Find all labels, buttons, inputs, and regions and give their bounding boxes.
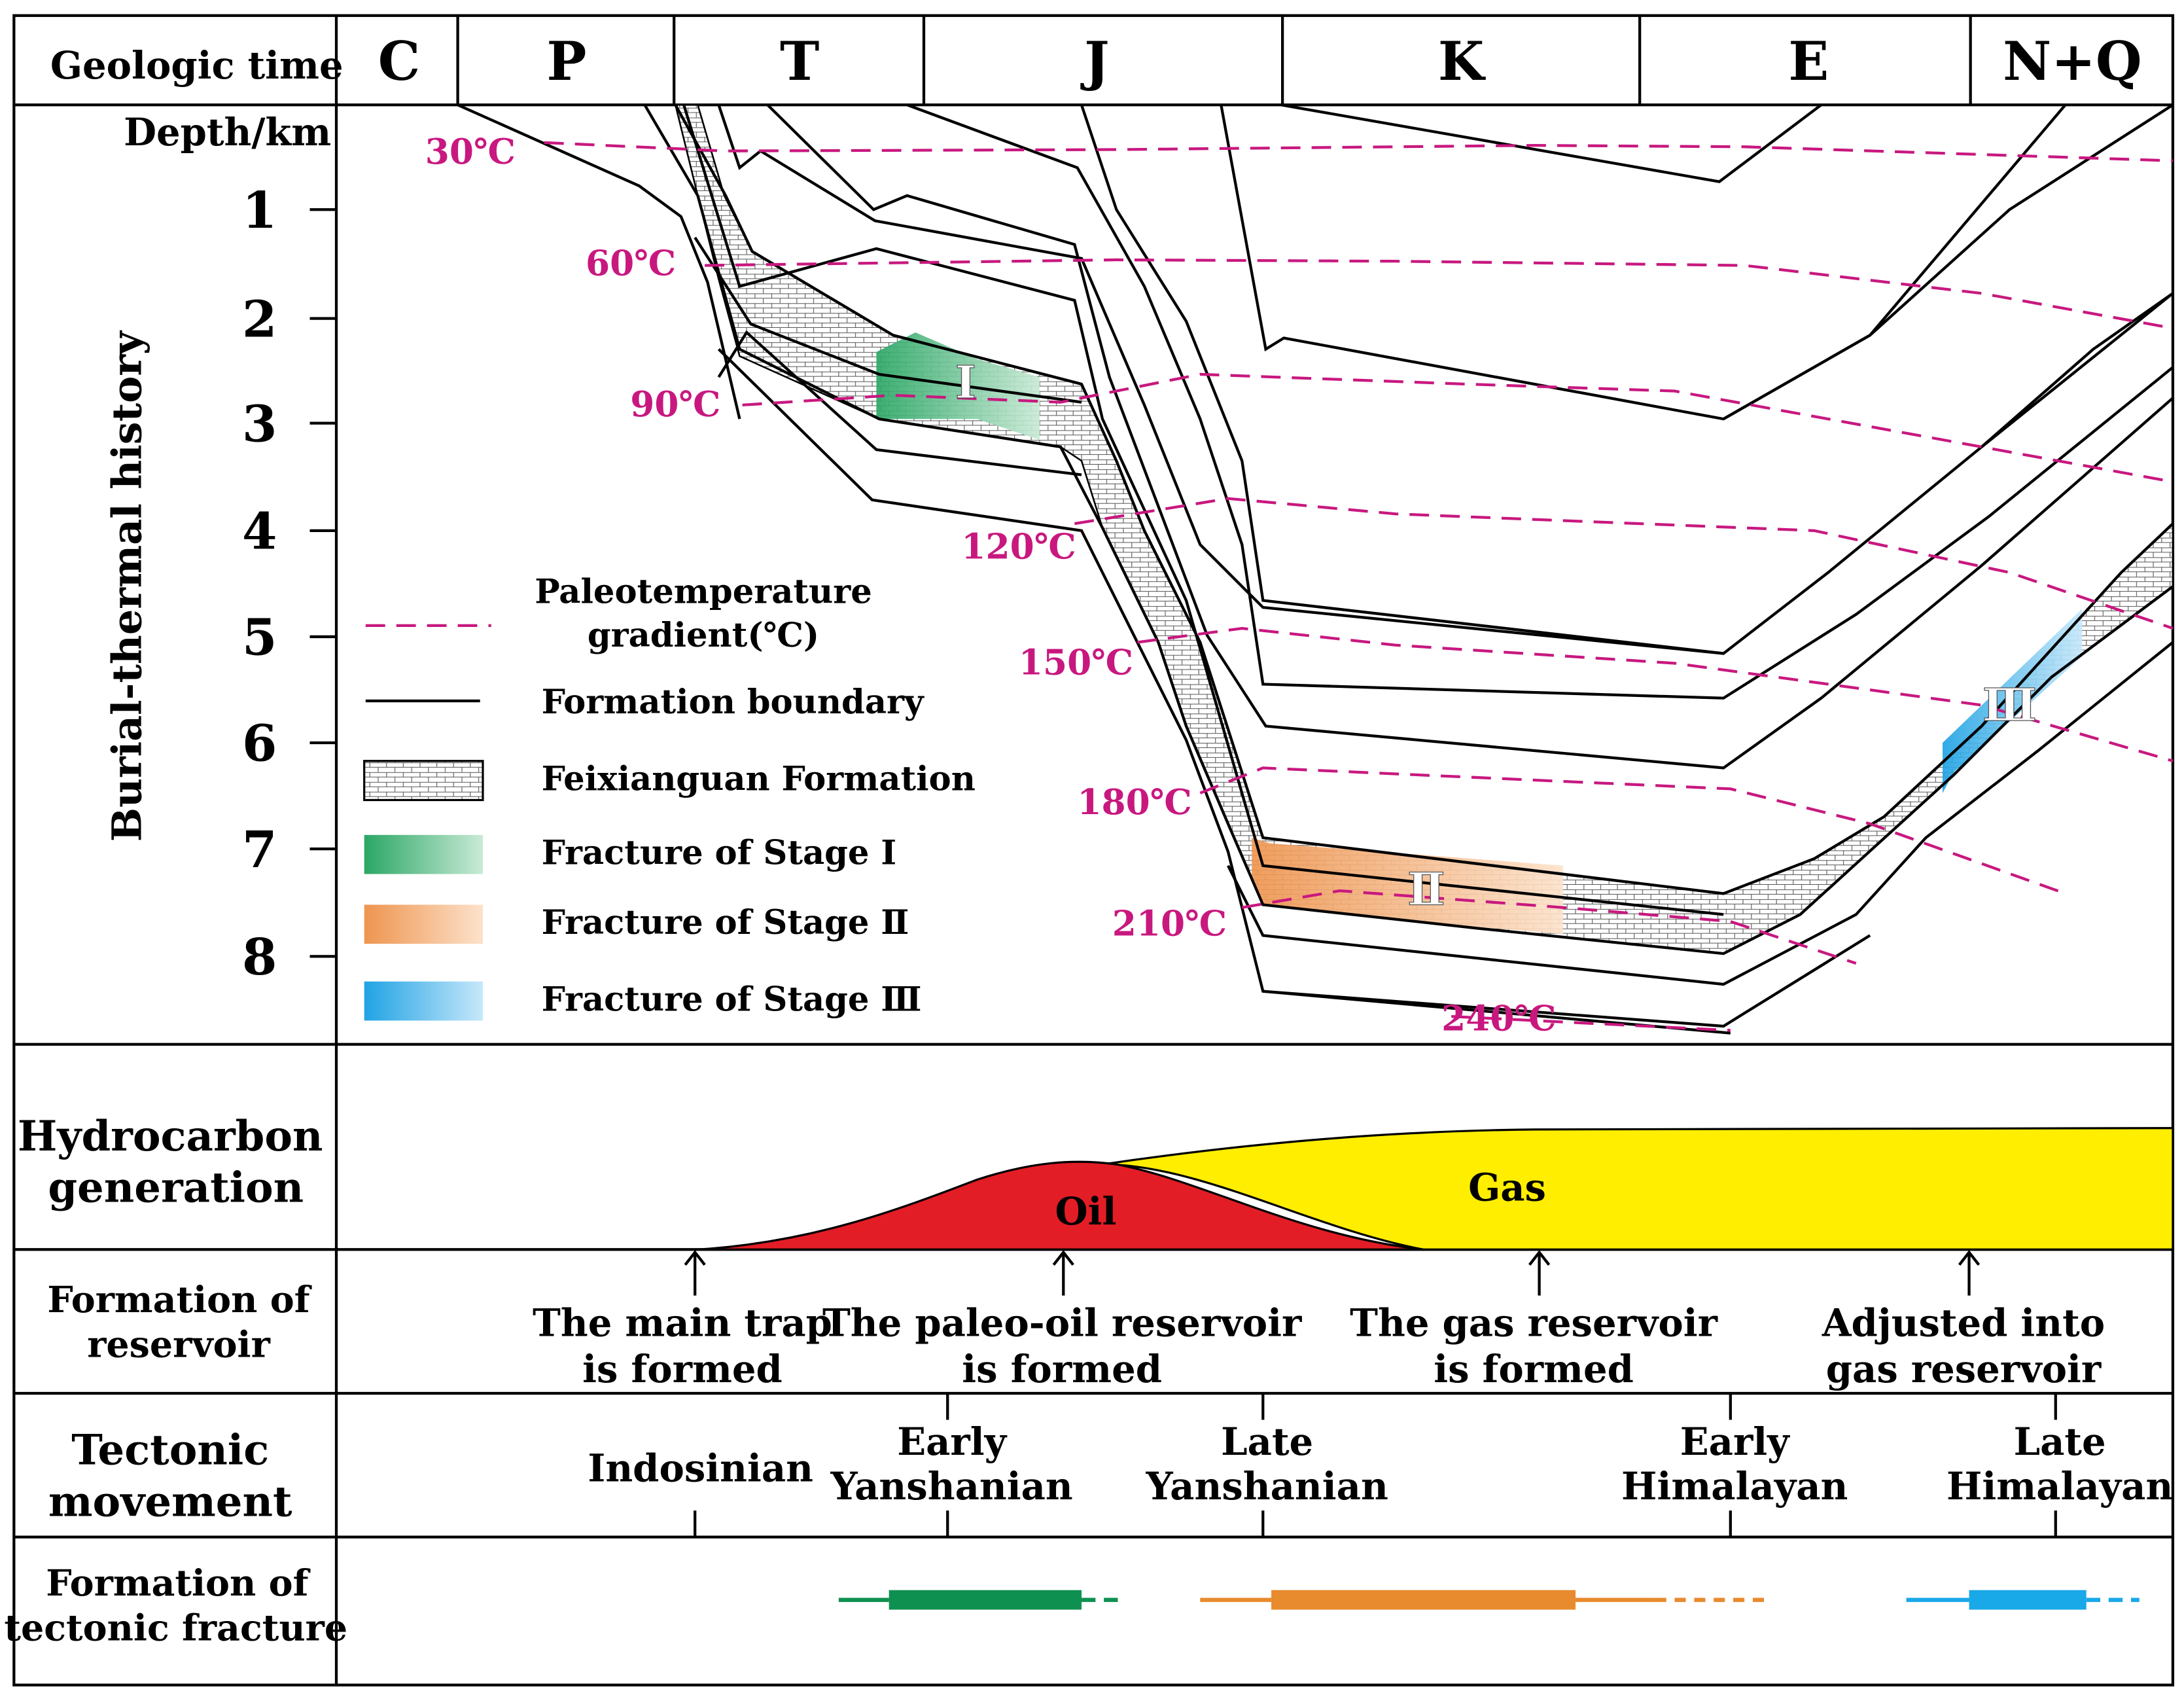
reservoir-event-3-line1: The gas reservoir — [1350, 1301, 1718, 1346]
stage-label-3: Ⅲ — [1982, 681, 2037, 730]
legend-feixianguan-swatch — [363, 760, 484, 802]
tectonic-label-line1: Tectonic — [71, 1426, 269, 1475]
hydrocarbon-label-line2: generation — [48, 1164, 304, 1213]
depth-tick-7: 7 — [242, 821, 277, 880]
isotherm-label-180: 180℃ — [1077, 781, 1191, 823]
tectonic-event-indosinian: Indosinian — [588, 1446, 813, 1490]
tectonic-event-early-yanshanian-line2: Yanshanian — [830, 1464, 1072, 1508]
hydrocarbon-label-line1: Hydrocarbon — [18, 1112, 323, 1161]
fracture-label-line1: Formation of — [46, 1562, 310, 1605]
tectonic-event-early-himalayan-line1: Early — [1680, 1419, 1790, 1464]
depth-tick-5: 5 — [242, 609, 277, 668]
reservoir-event-4-line1: Adjusted into — [1822, 1301, 2105, 1346]
tectonic-event-early-himalayan-line2: Himalayan — [1621, 1464, 1848, 1508]
legend-formation-boundary: Formation boundary — [542, 683, 925, 722]
period-labels: C P T J K E N+Q — [378, 31, 2142, 93]
reservoir-event-2-line1: The paleo-oil reservoir — [822, 1301, 1302, 1346]
legend-feixianguan: Feixianguan Formation — [542, 760, 976, 799]
isotherm-label-210: 210℃ — [1112, 902, 1227, 944]
isotherm-label-30: 30℃ — [425, 131, 516, 172]
reservoir-event-3-line2: is formed — [1434, 1347, 1634, 1391]
legend-paleotemp-line1: Paleotemperature — [535, 573, 872, 612]
reservoir-event-arrows — [684, 1250, 1981, 1296]
reservoir-event-1-line2: is formed — [582, 1347, 783, 1391]
isotherm-label-60: 60℃ — [586, 243, 676, 284]
depth-tick-1: 1 — [242, 181, 277, 240]
tectonic-event-late-yanshanian-line2: Yanshanian — [1146, 1464, 1388, 1508]
fracture-timeline-stage-1 — [838, 1590, 1119, 1610]
depth-tick-8: 8 — [242, 928, 277, 987]
period-e: E — [1788, 31, 1829, 93]
tectonic-event-late-yanshanian-line1: Late — [1221, 1419, 1313, 1464]
period-t: T — [780, 31, 819, 93]
fracture-timeline-stage-3 — [1906, 1590, 2140, 1610]
depth-tick-3: 3 — [242, 395, 277, 454]
depth-axis-label: Depth/km — [124, 110, 331, 154]
reservoir-label-line1: Formation of — [47, 1279, 311, 1321]
burial-thermal-row-label: Burial-thermal history — [103, 330, 150, 842]
gas-label: Gas — [1468, 1166, 1546, 1210]
tectonic-event-late-himalayan-line2: Himalayan — [1946, 1464, 2173, 1508]
gas-generation-area — [1102, 1127, 2174, 1251]
isotherm-labels: 30℃ 60℃ 90℃ 120℃ 150℃ 180℃ 210℃ 240℃ — [425, 131, 1557, 1039]
geologic-time-label: Geologic time — [50, 43, 343, 88]
legend-stage1-swatch — [364, 834, 483, 874]
isotherm-label-240: 240℃ — [1441, 997, 1556, 1039]
depth-tick-2: 2 — [242, 290, 277, 349]
tectonic-ticks — [694, 1393, 2057, 1537]
isotherm-label-120: 120℃ — [961, 526, 1076, 567]
oil-label: Oil — [1055, 1189, 1116, 1234]
legend-stage3-swatch — [364, 981, 483, 1021]
reservoir-event-2-line2: is formed — [962, 1347, 1162, 1391]
depth-axis: 1 2 3 4 5 6 7 8 — [242, 181, 337, 987]
period-p: P — [546, 31, 586, 93]
legend-paleotemp-line2: gradient(℃) — [588, 616, 819, 655]
isotherm-label-150: 150℃ — [1019, 642, 1133, 683]
legend-stage2-swatch — [364, 904, 483, 944]
fracture-timeline-stage-2 — [1200, 1590, 1767, 1610]
fracture-label-line2: tectonic fracture — [4, 1607, 347, 1649]
legend-stage3: Fracture of Stage Ⅲ — [542, 980, 922, 1020]
fracture-zone-stage-2 — [1252, 838, 1563, 935]
stage-label-1: Ⅰ — [955, 358, 976, 408]
reservoir-label-line2: reservoir — [87, 1324, 270, 1366]
tectonic-event-late-himalayan-line1: Late — [2014, 1419, 2106, 1464]
isotherm-lines — [544, 141, 2174, 1032]
period-c: C — [378, 31, 421, 93]
legend: Paleotemperature gradient(℃) Formation b… — [363, 573, 976, 1021]
tectonic-event-early-yanshanian-line1: Early — [897, 1419, 1007, 1464]
depth-tick-4: 4 — [242, 503, 277, 562]
formation-boundaries — [457, 103, 2174, 1035]
legend-stage1: Fracture of Stage Ⅰ — [542, 834, 897, 873]
tectonic-label-line2: movement — [48, 1478, 292, 1527]
depth-tick-6: 6 — [242, 715, 277, 774]
stage-label-2: Ⅱ — [1407, 865, 1445, 914]
stage-labels: Ⅰ Ⅱ Ⅲ — [955, 358, 2037, 916]
period-j: J — [1080, 31, 1109, 93]
period-nq: N+Q — [2003, 31, 2142, 93]
reservoir-event-1-line1: The main trap — [533, 1301, 832, 1346]
reservoir-event-4-line2: gas reservoir — [1826, 1347, 2102, 1391]
isotherm-label-90: 90℃ — [630, 384, 720, 425]
feixianguan-formation-band — [674, 104, 2174, 955]
period-k: K — [1438, 31, 1486, 93]
oil-generation-area — [697, 1160, 1424, 1251]
legend-stage2: Fracture of Stage Ⅱ — [542, 903, 909, 942]
